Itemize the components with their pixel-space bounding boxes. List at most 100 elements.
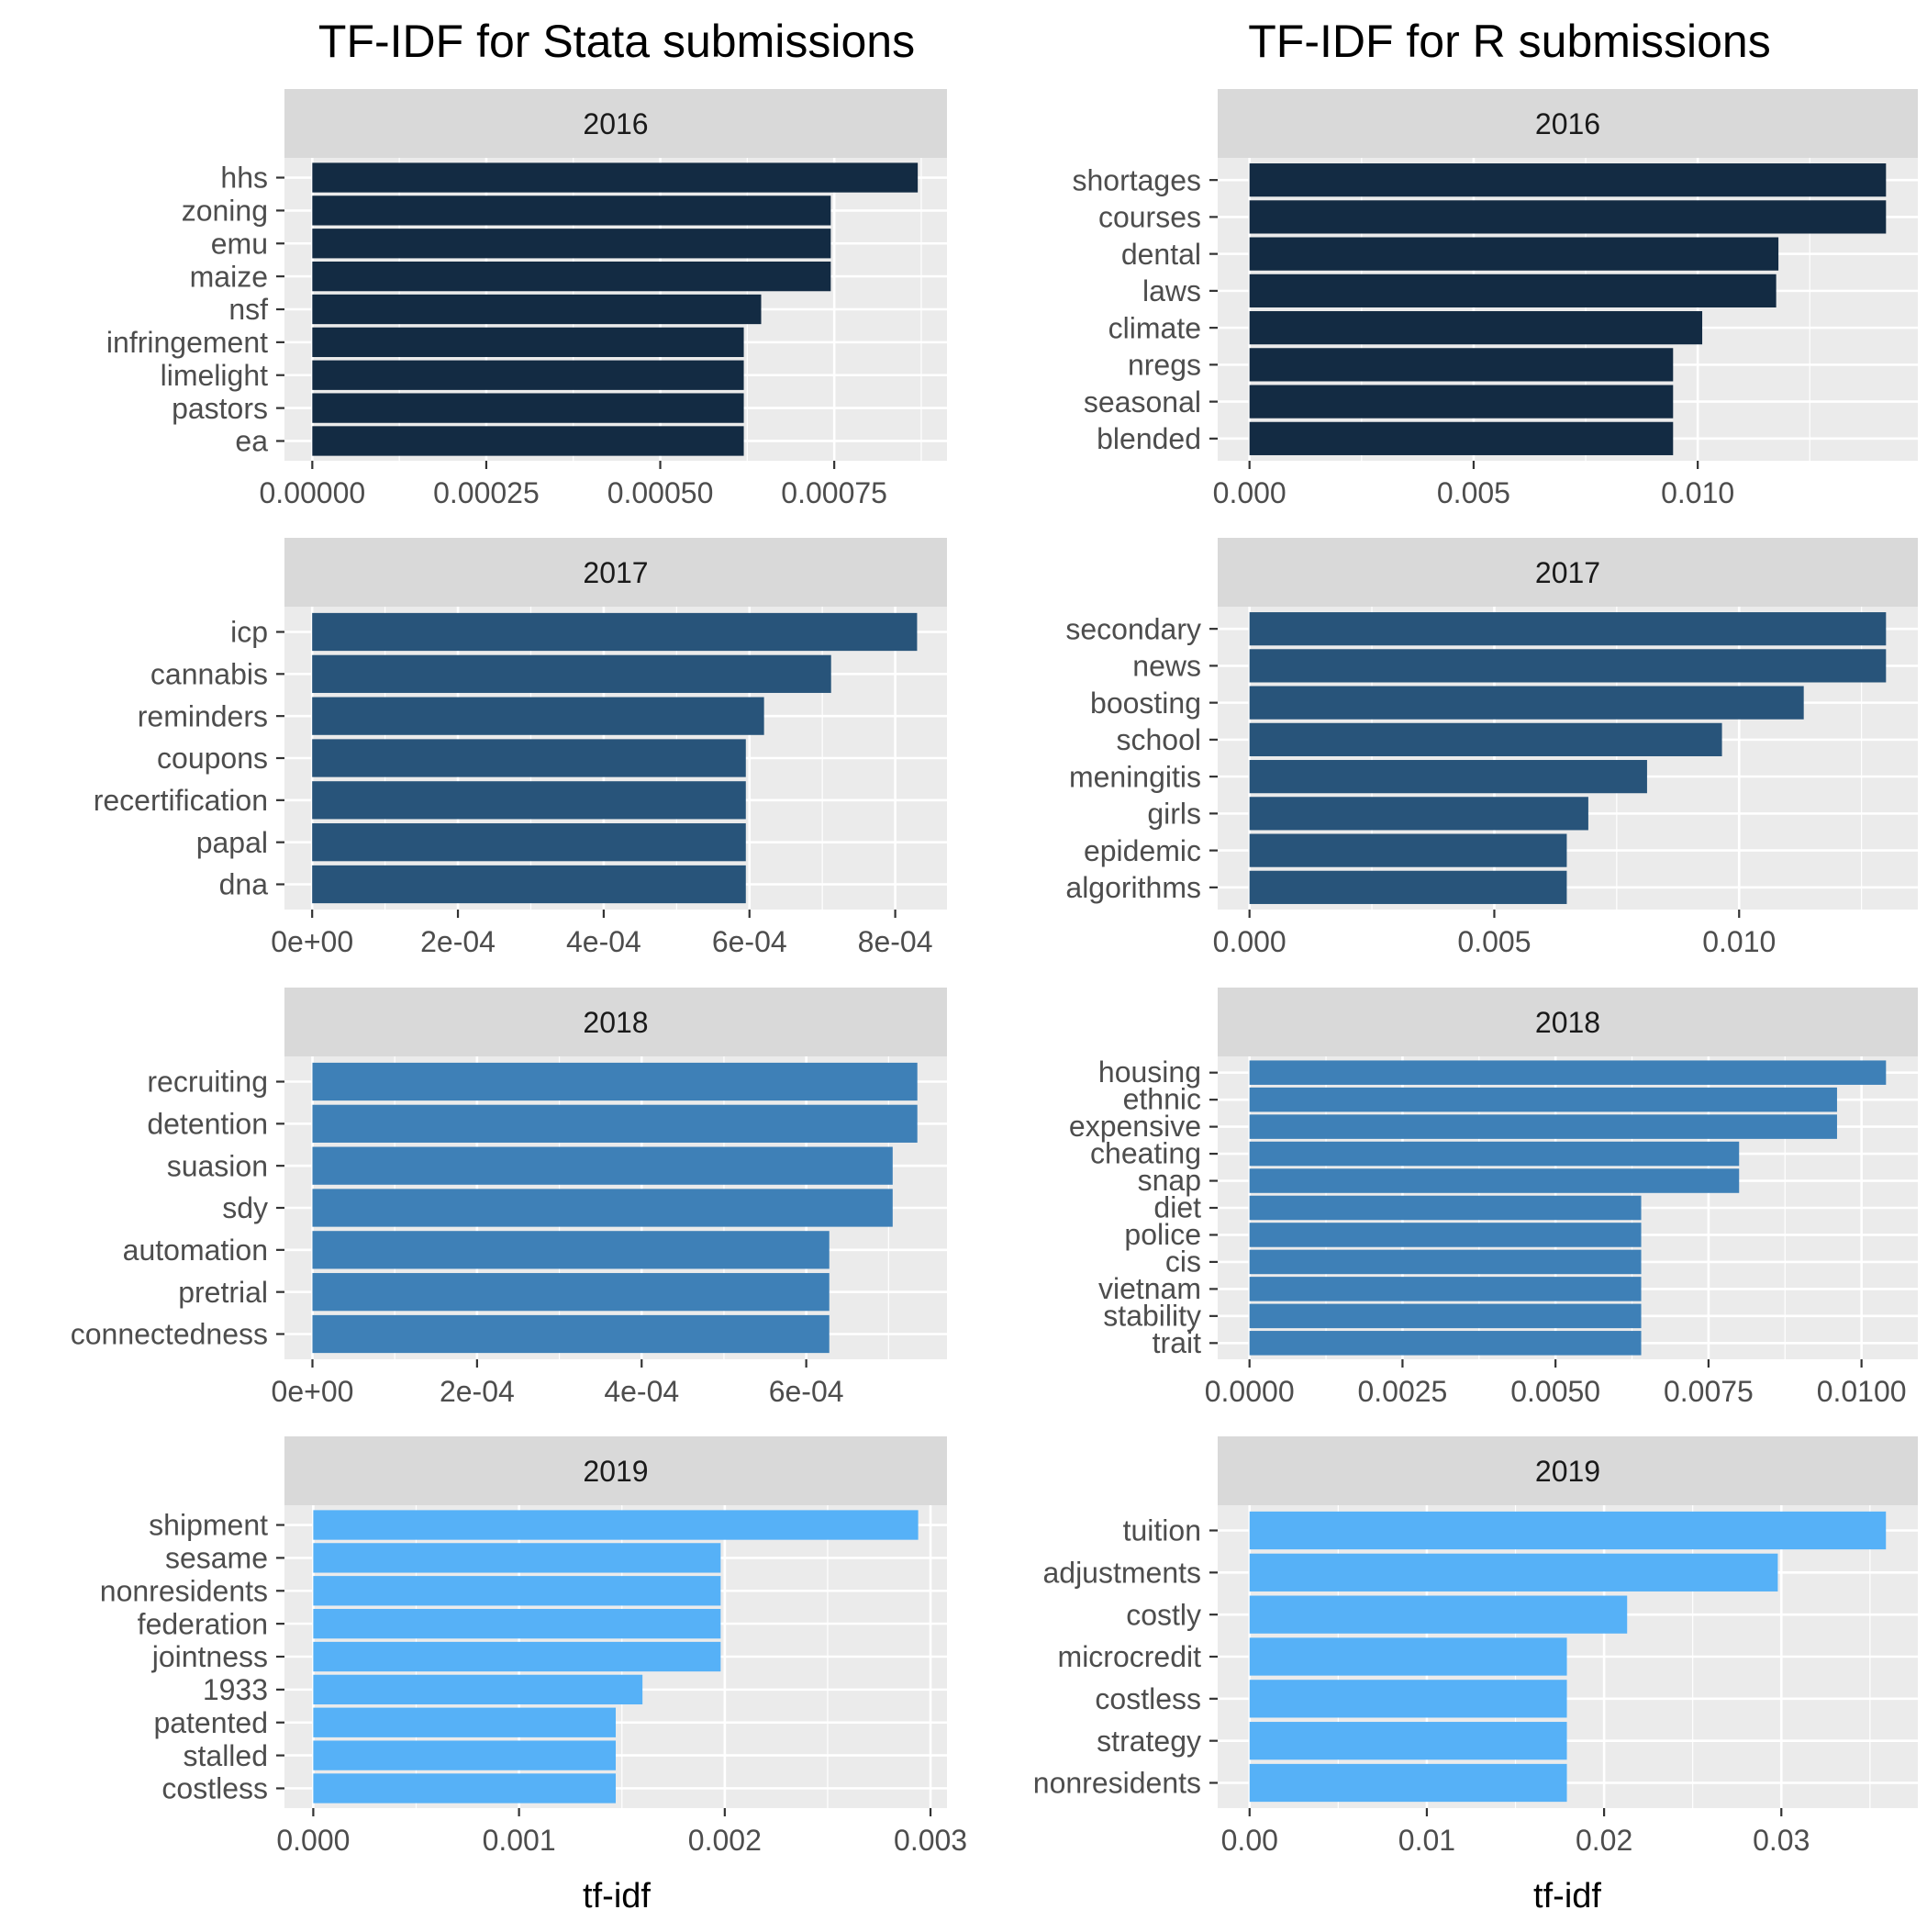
category-label: adjustments xyxy=(1042,1557,1201,1590)
category-label: police xyxy=(1124,1218,1201,1251)
category-label: housing xyxy=(1098,1055,1201,1089)
bar-housing xyxy=(1249,1060,1887,1085)
facet-strip xyxy=(1218,538,1918,607)
category-label: meningitis xyxy=(1069,760,1201,793)
right-column-title: TF-IDF for R submissions xyxy=(1248,16,1771,67)
panel-left-2018: 2018 recruiting detention suasion sdy automat… xyxy=(71,988,947,1408)
category-label: dental xyxy=(1121,238,1201,271)
x-tick-label: 4e-04 xyxy=(566,925,641,958)
left-x-axis-title: tf-idf xyxy=(583,1877,651,1915)
bar-ea xyxy=(312,426,744,456)
category-label: stalled xyxy=(184,1739,269,1772)
bar-boosting xyxy=(1249,686,1804,720)
bar-dental xyxy=(1249,237,1779,271)
bar-automation xyxy=(312,1231,830,1269)
x-tick-label: 0.02 xyxy=(1576,1824,1632,1857)
x-tick-label: 0.005 xyxy=(1437,476,1510,509)
bar-trait xyxy=(1249,1331,1642,1356)
bar-recertification xyxy=(312,781,746,820)
bar-vietnam xyxy=(1249,1277,1642,1301)
x-tick-label: 8e-04 xyxy=(858,925,933,958)
bar-nonresidents xyxy=(1249,1763,1567,1803)
x-tick-label: 2e-04 xyxy=(420,925,496,958)
category-label: infringement xyxy=(106,326,268,359)
left-column-title: TF-IDF for Stata submissions xyxy=(318,16,915,67)
category-label: secondary xyxy=(1065,612,1201,645)
category-label: news xyxy=(1132,650,1201,683)
bar-infringement xyxy=(312,327,744,358)
bar-girls xyxy=(1249,797,1588,831)
x-tick-label: 0.010 xyxy=(1661,476,1734,509)
category-label: reminders xyxy=(138,699,268,732)
category-label: suasion xyxy=(167,1149,268,1182)
x-tick-label: 0.001 xyxy=(483,1824,556,1857)
category-label: federation xyxy=(138,1607,268,1640)
x-tick-label: 0e+00 xyxy=(272,1375,354,1408)
category-label: recertification xyxy=(94,784,268,817)
facet-strip-label: 2018 xyxy=(1535,1006,1600,1039)
category-label: vietnam xyxy=(1098,1272,1201,1305)
category-label: emu xyxy=(211,227,268,260)
bar-blended xyxy=(1249,421,1674,455)
bar-coupons xyxy=(312,739,746,777)
bar-1933 xyxy=(313,1674,643,1705)
bar-police xyxy=(1249,1223,1642,1247)
bar-news xyxy=(1249,649,1887,683)
category-label: costly xyxy=(1126,1598,1201,1631)
category-label: automation xyxy=(123,1234,268,1267)
facet-strip xyxy=(1218,1436,1918,1505)
bar-cheating xyxy=(1249,1141,1740,1167)
category-label: school xyxy=(1117,723,1202,756)
category-label: cheating xyxy=(1090,1137,1201,1170)
category-label: pretrial xyxy=(178,1276,268,1309)
facet-strip xyxy=(284,988,947,1056)
bar-shortages xyxy=(1249,163,1887,197)
category-label: microcredit xyxy=(1058,1640,1202,1673)
bar-icp xyxy=(312,612,918,652)
category-label: girls xyxy=(1147,798,1201,831)
x-tick-label: 0.0025 xyxy=(1357,1375,1447,1408)
facet-strip xyxy=(284,89,947,158)
category-label: hhs xyxy=(220,162,268,195)
facet-strip-label: 2019 xyxy=(1535,1455,1600,1488)
panel-left-2016: 2016 hhszoningemumaizensfinfringementlime… xyxy=(106,89,947,509)
category-label: snap xyxy=(1138,1164,1201,1197)
category-label: stability xyxy=(1103,1299,1201,1332)
bar-diet xyxy=(1249,1195,1642,1221)
facet-strip-label: 2016 xyxy=(583,107,648,140)
bar-meningitis xyxy=(1249,760,1647,794)
bar-emu xyxy=(312,229,831,259)
x-tick-label: 0.0000 xyxy=(1205,1375,1295,1408)
x-tick-label: 0.003 xyxy=(894,1824,967,1857)
panel-left-2017: 2017 icp cannabis reminders coupons recertifi… xyxy=(94,538,947,958)
category-label: nonresidents xyxy=(1033,1767,1201,1800)
x-tick-label: 0.00075 xyxy=(781,476,887,509)
bar-hhs xyxy=(312,162,919,193)
category-label: tuition xyxy=(1123,1514,1201,1547)
bar-pastors xyxy=(312,393,744,423)
bar-pretrial xyxy=(312,1273,830,1312)
bar-seasonal xyxy=(1249,385,1674,419)
bar-laws xyxy=(1249,274,1777,307)
x-tick-label: 0.000 xyxy=(1213,476,1287,509)
bar-recruiting xyxy=(312,1062,918,1101)
right-x-axis-title: tf-idf xyxy=(1533,1877,1601,1915)
bar-stability xyxy=(1249,1303,1642,1329)
category-label: epidemic xyxy=(1084,834,1201,867)
bar-dna xyxy=(312,865,746,904)
bar-ethnic xyxy=(1249,1087,1837,1112)
category-label: dna xyxy=(219,868,269,901)
bar-patented xyxy=(313,1707,616,1737)
category-label: algorithms xyxy=(1065,871,1201,904)
facet-panels: 2016 hhszoningemumaizensfinfringementlime… xyxy=(71,89,1918,1857)
category-label: seasonal xyxy=(1084,385,1201,419)
x-tick-label: 0.0100 xyxy=(1817,1375,1907,1408)
x-tick-label: 0.00000 xyxy=(260,476,366,509)
category-label: coupons xyxy=(157,742,268,775)
x-tick-label: 0.00050 xyxy=(607,476,714,509)
bar-maize xyxy=(312,261,831,292)
category-label: trait xyxy=(1153,1326,1201,1359)
